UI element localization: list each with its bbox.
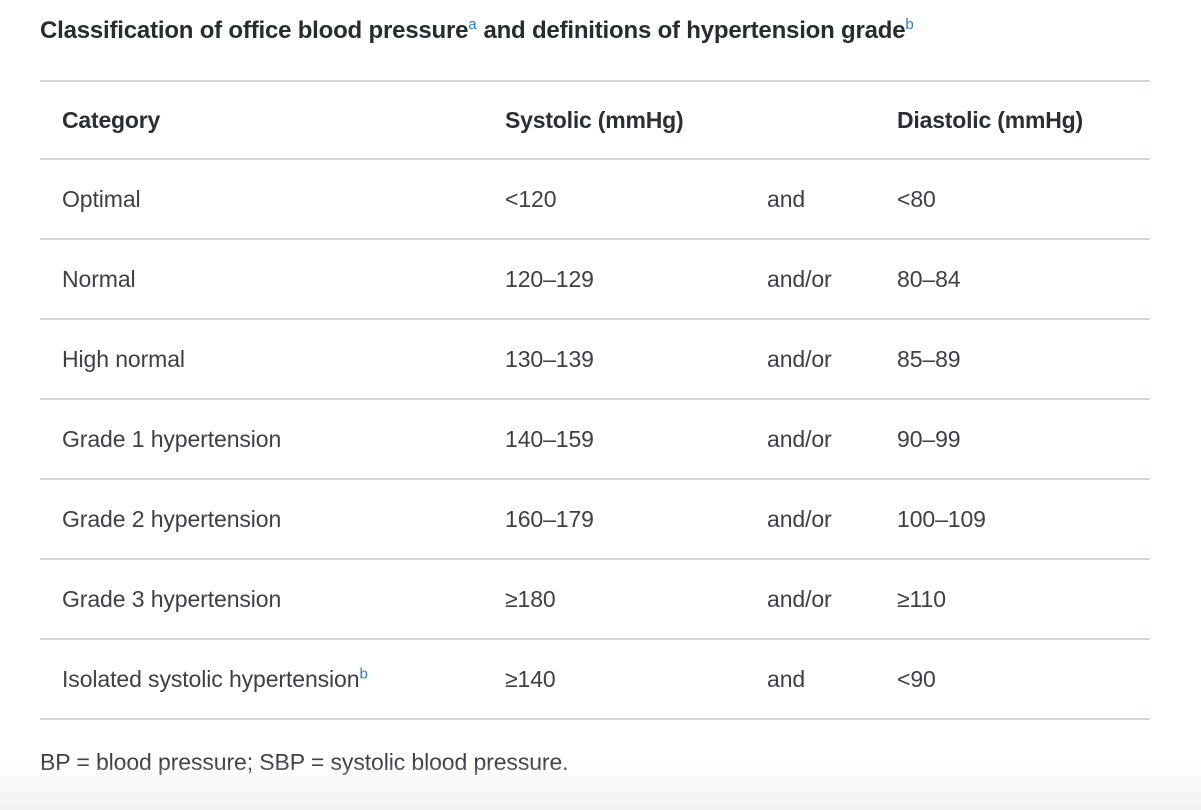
header-systolic: Systolic (mmHg)	[505, 106, 684, 133]
footnote-link-a[interactable]: a	[468, 16, 477, 33]
systolic-cell: ≥180	[505, 585, 556, 612]
conjunction-cell: and/or	[767, 425, 832, 452]
systolic-cell: 140–159	[505, 425, 594, 452]
diastolic-cell: 80–84	[897, 265, 961, 292]
title-text-1: Classification of office blood pressure	[40, 17, 469, 44]
footnote-link-b[interactable]: b	[359, 664, 368, 682]
systolic-cell: 120–129	[505, 265, 594, 292]
table-row-grade-3: Grade 3 hypertension ≥180 and/or ≥110	[40, 560, 1150, 640]
category-cell: Grade 2 hypertension	[62, 505, 282, 532]
diastolic-cell: <80	[897, 185, 936, 212]
conjunction-cell: and/or	[767, 585, 832, 612]
category-cell: High normal	[62, 345, 185, 372]
category-cell: Grade 3 hypertension	[62, 585, 282, 612]
diastolic-cell: <90	[897, 665, 936, 692]
table-header-row: Category Systolic (mmHg) Diastolic (mmHg…	[40, 82, 1150, 160]
table-row-normal: Normal 120–129 and/or 80–84	[40, 240, 1150, 320]
conjunction-cell: and	[767, 185, 806, 212]
category-cell: Optimal	[62, 185, 141, 212]
diastolic-cell: 90–99	[897, 425, 961, 452]
diastolic-cell: 85–89	[897, 345, 961, 372]
category-text: Isolated systolic hypertension	[62, 665, 360, 692]
systolic-cell: ≥140	[505, 665, 556, 692]
table-row-high-normal: High normal 130–139 and/or 85–89	[40, 320, 1150, 400]
conjunction-cell: and	[767, 665, 806, 692]
table-row-isolated-systolic: Isolated systolic hypertensionb ≥140 and…	[40, 640, 1150, 720]
systolic-cell: 130–139	[505, 345, 594, 372]
table-row-optimal: Optimal <120 and <80	[40, 160, 1150, 240]
header-diastolic: Diastolic (mmHg)	[897, 106, 1083, 133]
bp-classification-table: Category Systolic (mmHg) Diastolic (mmHg…	[40, 80, 1150, 720]
category-cell: Isolated systolic hypertensionb	[62, 666, 505, 693]
systolic-cell: <120	[505, 185, 557, 212]
category-cell: Grade 1 hypertension	[62, 425, 282, 452]
systolic-cell: 160–179	[505, 505, 594, 532]
page-title: Classification of office blood pressurea…	[40, 14, 914, 48]
table-row-grade-2: Grade 2 hypertension 160–179 and/or 100–…	[40, 480, 1150, 560]
diastolic-cell: 100–109	[897, 505, 986, 532]
abbreviations-footnote: BP = blood pressure; SBP = systolic bloo…	[40, 749, 569, 775]
diastolic-cell: ≥110	[897, 585, 946, 612]
conjunction-cell: and/or	[767, 265, 832, 292]
conjunction-cell: and/or	[767, 345, 832, 372]
category-cell: Normal	[62, 265, 136, 292]
header-category: Category	[62, 106, 161, 133]
table-row-grade-1: Grade 1 hypertension 140–159 and/or 90–9…	[40, 400, 1150, 480]
conjunction-cell: and/or	[767, 505, 832, 532]
footnote-link-b[interactable]: b	[905, 16, 914, 33]
title-text-2: and definitions of hypertension grade	[483, 17, 906, 44]
